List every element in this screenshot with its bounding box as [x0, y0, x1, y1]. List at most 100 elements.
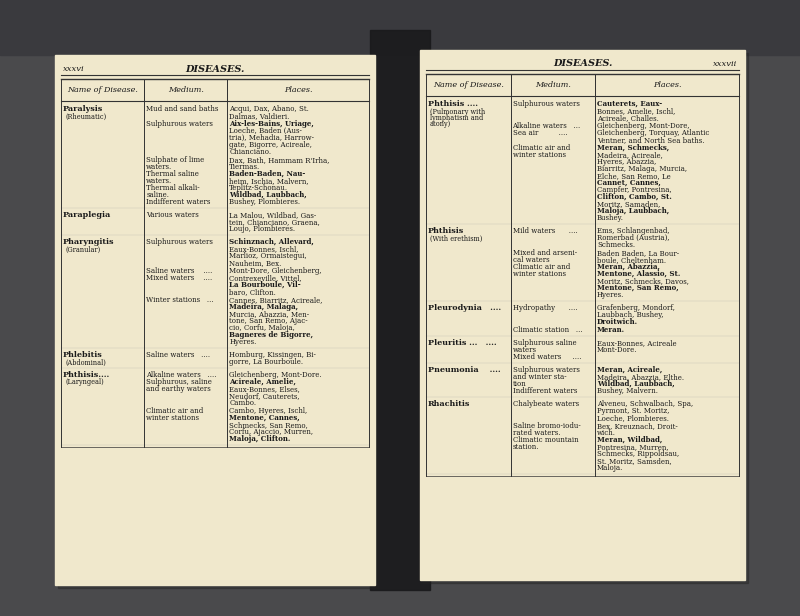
Text: Pneumonia    ....: Pneumonia ....: [428, 366, 501, 374]
Bar: [58, 58, 378, 588]
Text: Maloja, Clifton.: Maloja, Clifton.: [230, 435, 290, 443]
Text: Homburg, Kissingen, Bi-: Homburg, Kissingen, Bi-: [230, 351, 316, 359]
Text: (Pulmonary with: (Pulmonary with: [430, 108, 486, 116]
Text: Alkaline waters   ...: Alkaline waters ...: [513, 122, 581, 130]
Text: Gleichenberg, Torquay, Atlantic: Gleichenberg, Torquay, Atlantic: [597, 129, 710, 137]
Text: lymphatism and: lymphatism and: [430, 114, 483, 122]
Text: DISEASES.: DISEASES.: [186, 65, 245, 73]
Text: Bagneres de Bigorre,: Bagneres de Bigorre,: [230, 331, 314, 339]
Text: Places.: Places.: [284, 86, 313, 94]
Text: Pyrmont, St. Moritz,: Pyrmont, St. Moritz,: [597, 407, 670, 415]
Text: Phthisis: Phthisis: [428, 227, 464, 235]
Text: waters: waters: [513, 346, 537, 354]
Text: Sulphurous waters: Sulphurous waters: [146, 238, 213, 246]
Text: Corfu, Ajaccio, Murren,: Corfu, Ajaccio, Murren,: [230, 428, 314, 436]
Text: Bex, Kreuznach, Droit-: Bex, Kreuznach, Droit-: [597, 422, 678, 430]
Text: Mixed waters    ....: Mixed waters ....: [146, 274, 213, 282]
Text: Campfer, Pontresina,: Campfer, Pontresina,: [597, 186, 672, 194]
Text: Eaux-Bonnes, Acireale: Eaux-Bonnes, Acireale: [597, 339, 677, 347]
Text: Sulphate of lime: Sulphate of lime: [146, 156, 205, 164]
Text: Mixed and arseni-: Mixed and arseni-: [513, 249, 577, 257]
Text: Saline bromo-iodu-: Saline bromo-iodu-: [513, 422, 580, 430]
Text: Climatic air and: Climatic air and: [146, 407, 203, 415]
Text: Baden Baden, La Bour-: Baden Baden, La Bour-: [597, 249, 679, 257]
Text: Mud and sand baths: Mud and sand baths: [146, 105, 218, 113]
Text: Schmecks, San Remo,: Schmecks, San Remo,: [230, 421, 308, 429]
Text: Indifferent waters: Indifferent waters: [146, 198, 210, 206]
Text: Name of Disease.: Name of Disease.: [433, 81, 504, 89]
Text: Mixed waters     ....: Mixed waters ....: [513, 353, 581, 361]
Text: Bushey.: Bushey.: [597, 214, 624, 222]
Text: Alkaline waters   ....: Alkaline waters ....: [146, 371, 217, 379]
Text: wich.: wich.: [597, 429, 616, 437]
Text: Phlebitis: Phlebitis: [63, 351, 102, 359]
Text: xxxvii: xxxvii: [713, 60, 737, 68]
Text: Grafenberg, Mondorf,: Grafenberg, Mondorf,: [597, 304, 675, 312]
Text: Sulphurous waters: Sulphurous waters: [513, 100, 579, 108]
Text: Aix-les-Bains, Uriage,: Aix-les-Bains, Uriage,: [230, 120, 314, 128]
Text: Elche, San Remo, Le: Elche, San Remo, Le: [597, 172, 670, 180]
Text: Acireale, Challes.: Acireale, Challes.: [597, 114, 659, 122]
Text: Laubbach, Bushey,: Laubbach, Bushey,: [597, 311, 664, 319]
Text: Baden-Baden, Nau-: Baden-Baden, Nau-: [230, 170, 306, 178]
Text: Phthisis ....: Phthisis ....: [428, 100, 478, 108]
Text: Wildbad, Laubbach,: Wildbad, Laubbach,: [597, 380, 674, 388]
Text: and winter sta-: and winter sta-: [513, 373, 566, 381]
Text: Winter stations   ...: Winter stations ...: [146, 296, 214, 304]
Text: Sulphurous waters: Sulphurous waters: [146, 120, 213, 128]
Text: Paralysis: Paralysis: [63, 105, 103, 113]
Text: Ems, Schlangenbad,: Ems, Schlangenbad,: [597, 227, 670, 235]
Text: Mentone, Alassio, St.: Mentone, Alassio, St.: [597, 270, 680, 278]
Text: Bushey, Malvern.: Bushey, Malvern.: [597, 387, 658, 395]
Text: Schinznach, Allevard,: Schinznach, Allevard,: [230, 238, 314, 246]
Text: Places.: Places.: [653, 81, 682, 89]
Text: waters.: waters.: [146, 163, 173, 171]
Text: Acqui, Dax, Abano, St.: Acqui, Dax, Abano, St.: [230, 105, 309, 113]
Text: Cambo, Hyeres, Ischl,: Cambo, Hyeres, Ischl,: [230, 407, 307, 415]
Text: Chalybeate waters: Chalybeate waters: [513, 400, 578, 408]
Text: tria), Mehadia, Harrow-: tria), Mehadia, Harrow-: [230, 134, 314, 142]
Text: Meran, Schmecks,: Meran, Schmecks,: [597, 144, 669, 152]
Text: tein, Chianciano, Graena,: tein, Chianciano, Graena,: [230, 218, 320, 226]
Text: saline.: saline.: [146, 191, 169, 199]
Text: Contrexeville, Vittel,: Contrexeville, Vittel,: [230, 274, 302, 282]
Text: Maloja.: Maloja.: [597, 464, 623, 472]
Text: cio, Corfu, Maloja,: cio, Corfu, Maloja,: [230, 324, 295, 332]
Text: Indifferent waters: Indifferent waters: [513, 387, 577, 395]
Text: Cannes, Biarritz, Acireale,: Cannes, Biarritz, Acireale,: [230, 296, 323, 304]
Text: Climatic mountain: Climatic mountain: [513, 436, 578, 444]
Text: Clifton, Cambo, St.: Clifton, Cambo, St.: [597, 193, 672, 201]
Text: La Malou, Wildbad, Gas-: La Malou, Wildbad, Gas-: [230, 211, 317, 219]
Text: Romerbad (Austria),: Romerbad (Austria),: [597, 234, 670, 242]
Text: Pleurodynia   ....: Pleurodynia ....: [428, 304, 501, 312]
Text: gate, Bigorre, Acireale,: gate, Bigorre, Acireale,: [230, 141, 312, 149]
Text: Cannet, Cannes,: Cannet, Cannes,: [597, 179, 661, 187]
Text: Climatic station   ...: Climatic station ...: [513, 326, 582, 334]
Text: Dax, Bath, Hammam R'Irha,: Dax, Bath, Hammam R'Irha,: [230, 156, 330, 164]
Text: Madeira, Abazzia, Elthe.: Madeira, Abazzia, Elthe.: [597, 373, 684, 381]
Text: Nauheim, Bex.: Nauheim, Bex.: [230, 259, 282, 267]
Text: baro, Clifton.: baro, Clifton.: [230, 288, 276, 296]
Text: winter stations: winter stations: [513, 151, 566, 159]
Text: Sulphurous saline: Sulphurous saline: [513, 339, 576, 347]
Bar: [55, 55, 375, 585]
Text: boule, Cheltenham.: boule, Cheltenham.: [597, 256, 666, 264]
Text: Bonnes, Amelie, Ischl,: Bonnes, Amelie, Ischl,: [597, 107, 675, 115]
Text: Neudorf, Cauterets,: Neudorf, Cauterets,: [230, 392, 300, 400]
Text: Droitwich.: Droitwich.: [597, 318, 638, 326]
Text: Meran, Acireale,: Meran, Acireale,: [597, 366, 662, 374]
Text: Mentone, Cannes,: Mentone, Cannes,: [230, 414, 300, 422]
Text: Mild waters      ....: Mild waters ....: [513, 227, 578, 235]
Text: Madeira, Malaga,: Madeira, Malaga,: [230, 303, 298, 311]
Text: La Bourboule, Vil-: La Bourboule, Vil-: [230, 281, 301, 289]
Text: Loeche, Plombieres.: Loeche, Plombieres.: [597, 414, 669, 422]
Text: (With erethism): (With erethism): [430, 235, 482, 243]
Text: (Granular): (Granular): [65, 246, 100, 254]
Text: gorre, La Bourboule.: gorre, La Bourboule.: [230, 358, 303, 366]
Text: Hyeres.: Hyeres.: [230, 338, 257, 346]
Text: Schmecks.: Schmecks.: [597, 241, 635, 249]
Text: Ventner, and North Sea baths.: Ventner, and North Sea baths.: [597, 136, 705, 144]
Text: station.: station.: [513, 443, 539, 451]
Text: Biarritz, Malaga, Murcia,: Biarritz, Malaga, Murcia,: [597, 165, 687, 173]
Bar: [370, 30, 430, 590]
